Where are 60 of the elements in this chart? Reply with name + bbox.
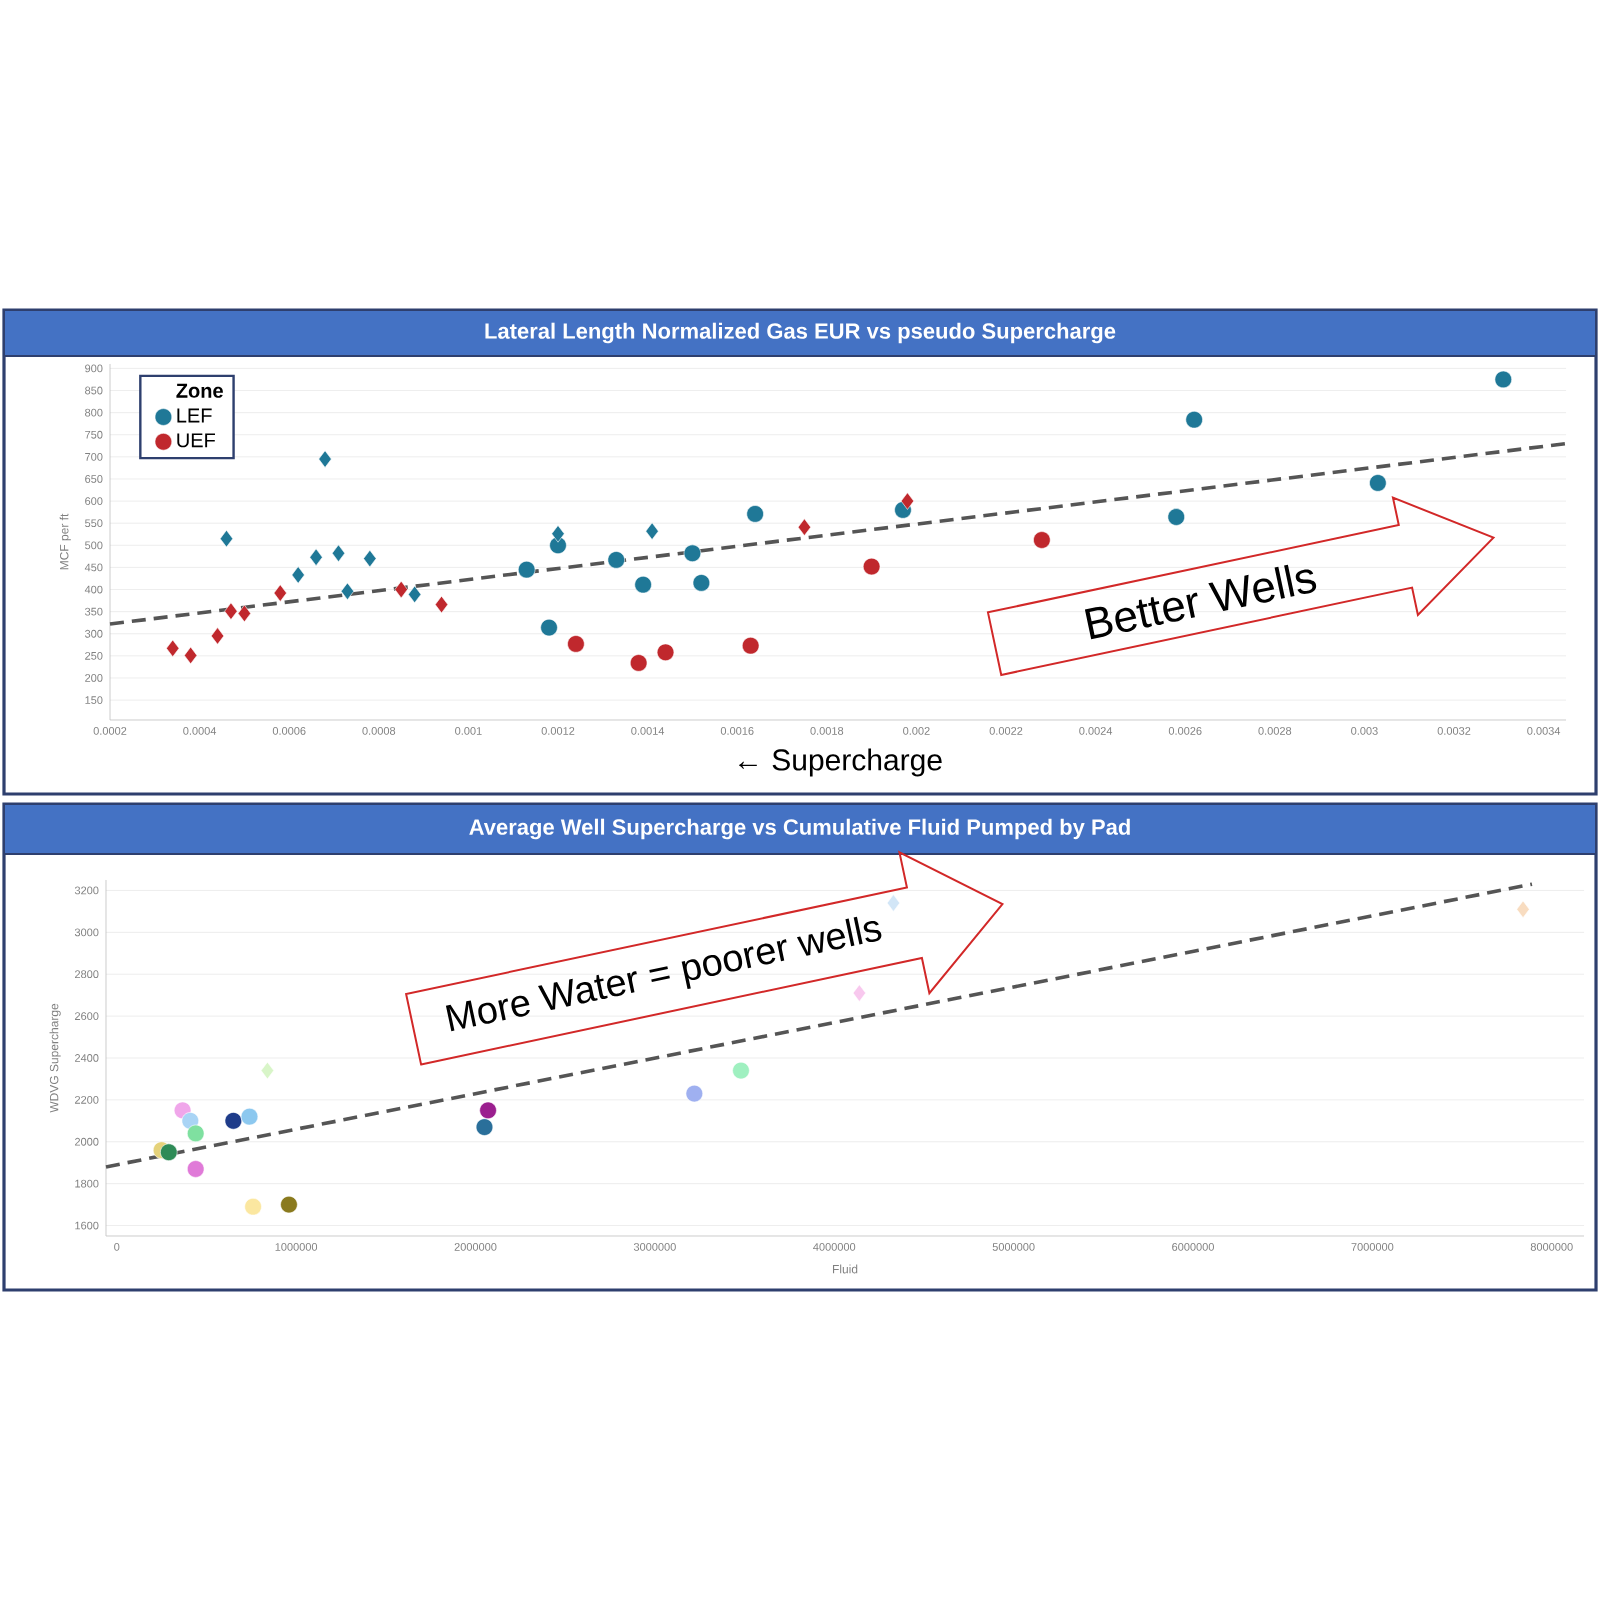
chart-title: Average Well Supercharge vs Cumulative Fluid Pumped by Pad <box>469 818 1130 840</box>
point <box>746 505 764 523</box>
point <box>1167 508 1185 526</box>
point <box>331 544 346 562</box>
point <box>683 544 702 562</box>
point <box>244 1197 262 1216</box>
point <box>852 984 866 1002</box>
point <box>479 1101 497 1120</box>
x-axis-title: ← Supercharge <box>739 748 942 777</box>
legend-label: LEF <box>177 408 212 423</box>
point <box>685 1084 704 1103</box>
point <box>540 618 558 637</box>
point <box>517 560 536 579</box>
point <box>645 522 659 540</box>
point <box>237 604 251 623</box>
point <box>184 646 198 665</box>
legend-label: UEF <box>177 433 215 448</box>
point <box>629 654 648 672</box>
point <box>741 636 760 655</box>
annotation: Better Wells <box>1084 564 1317 640</box>
point <box>797 518 812 536</box>
point <box>886 894 901 912</box>
point <box>394 580 408 599</box>
legend-title: Zone <box>176 383 223 398</box>
point <box>607 551 625 569</box>
point <box>732 1061 750 1080</box>
point <box>1494 370 1512 389</box>
annotation: More Water = poorer wells <box>445 916 882 1032</box>
point <box>408 585 422 604</box>
point <box>273 584 287 602</box>
point <box>1369 474 1387 492</box>
point <box>900 492 915 510</box>
point <box>186 1160 205 1178</box>
point <box>1185 411 1203 429</box>
point <box>1516 900 1530 919</box>
point <box>280 1195 298 1214</box>
point <box>210 627 225 645</box>
point <box>434 595 449 614</box>
point <box>692 574 711 592</box>
point <box>291 566 305 584</box>
point <box>567 635 585 653</box>
point <box>309 548 323 566</box>
point <box>219 529 234 548</box>
point <box>551 525 565 543</box>
point <box>240 1107 259 1126</box>
point <box>166 639 180 658</box>
point <box>862 557 881 576</box>
point <box>634 575 652 594</box>
point <box>224 1112 243 1130</box>
chart-title: Lateral Length Normalized Gas EUR vs pseudo Supercharge <box>485 322 1116 344</box>
point <box>260 1061 275 1080</box>
point <box>363 549 377 568</box>
point <box>186 1124 205 1143</box>
point <box>475 1118 494 1136</box>
point <box>656 643 675 662</box>
point <box>318 450 332 468</box>
point <box>1033 531 1051 549</box>
point <box>224 602 238 620</box>
point <box>160 1143 178 1161</box>
point <box>340 582 355 600</box>
